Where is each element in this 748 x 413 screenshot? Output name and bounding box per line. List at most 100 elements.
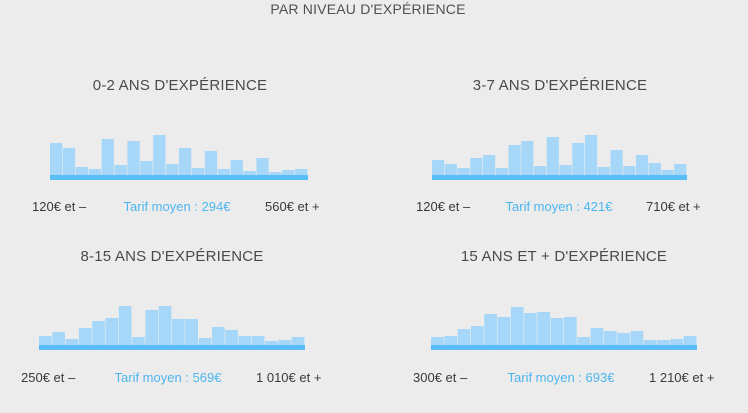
page-title: PAR NIVEAU D'EXPÉRIENCE: [270, 1, 466, 17]
histogram-bar: [282, 170, 295, 175]
histogram-bar: [217, 169, 230, 175]
histogram-bar: [118, 306, 132, 345]
histogram-baseline: [39, 345, 305, 350]
panel-8-15-years-max-label: 1 010€ et +: [256, 370, 322, 385]
histogram-bar: [153, 135, 166, 175]
histogram-bar: [483, 155, 496, 175]
panel-3-7-years-histogram: [432, 135, 687, 180]
histogram-bar: [265, 341, 278, 345]
histogram-bar: [630, 331, 644, 345]
histogram-bar: [577, 337, 590, 345]
histogram-bar: [648, 163, 661, 175]
histogram-bar: [291, 337, 305, 345]
panel-15-plus-years-histogram: [431, 307, 697, 350]
histogram-bar: [50, 143, 63, 175]
histogram-bar: [172, 319, 185, 345]
histogram-bar: [114, 165, 127, 175]
panel-8-15-years-title: 8-15 ANS D'EXPÉRIENCE: [80, 248, 264, 265]
histogram-bar: [495, 168, 508, 175]
histogram-bar: [269, 172, 282, 175]
histogram-bar: [470, 158, 483, 175]
histogram-bar: [52, 332, 65, 345]
histogram-baseline: [431, 345, 697, 350]
panel-0-2-years-title: 0-2 ANS D'EXPÉRIENCE: [92, 77, 268, 94]
histogram-bar: [444, 336, 457, 345]
histogram-bar: [243, 171, 256, 175]
histogram-bar: [597, 167, 610, 175]
histogram-baseline: [432, 175, 687, 180]
histogram-bar: [278, 340, 292, 345]
panel-3-7-years-average-label: Tarif moyen : 421€: [505, 199, 613, 214]
histogram-bar: [166, 164, 179, 175]
histogram-bar: [534, 166, 547, 175]
panel-8-15-years-histogram: [39, 306, 305, 350]
panel-0-2-years-average-label: Tarif moyen : 294€: [123, 199, 231, 214]
panel-8-15-years-average-label: Tarif moyen : 569€: [114, 370, 222, 385]
histogram-bar: [75, 167, 89, 175]
histogram-bar: [590, 328, 604, 345]
histogram-bar: [225, 330, 238, 345]
histogram-bar: [256, 158, 269, 175]
histogram-bar: [140, 161, 153, 175]
histogram-bar: [101, 139, 114, 175]
histogram-bar: [127, 141, 140, 175]
histogram-bar: [65, 339, 79, 345]
histogram-bar: [564, 317, 577, 345]
panel-15-plus-years-title: 15 ANS ET + D'EXPÉRIENCE: [460, 248, 668, 265]
histogram-bar: [470, 326, 484, 345]
histogram-bar: [62, 148, 76, 175]
histogram-bar: [484, 314, 497, 345]
histogram-bar: [179, 148, 192, 175]
panel-0-2-years-histogram: [50, 135, 308, 180]
histogram-bar: [198, 338, 212, 345]
histogram-bar: [185, 319, 198, 345]
histogram-bar: [585, 135, 598, 175]
histogram-bar: [521, 141, 534, 175]
histogram-bar: [238, 336, 252, 345]
histogram-bar: [683, 336, 697, 345]
histogram-bar: [105, 318, 119, 345]
histogram-bar: [572, 143, 585, 175]
panel-15-plus-years-average-label: Tarif moyen : 693€: [507, 370, 615, 385]
histogram-bar: [191, 168, 205, 175]
histogram-bar: [510, 307, 524, 345]
histogram-bar: [457, 168, 470, 175]
panel-0-2-years-max-label: 560€ et +: [265, 199, 320, 214]
panel-8-15-years-min-label: 250€ et –: [21, 370, 76, 385]
histogram-bar: [444, 164, 457, 175]
histogram-bar: [661, 170, 674, 175]
histogram-bar: [39, 336, 52, 345]
histogram-bar: [158, 306, 172, 345]
histogram-bar: [432, 160, 445, 175]
histogram-bar: [623, 166, 636, 175]
histogram-bar: [537, 312, 551, 345]
panel-0-2-years-min-label: 120€ et –: [32, 199, 87, 214]
histogram-baseline: [50, 175, 308, 180]
histogram-bar: [251, 336, 265, 345]
histogram-bar: [636, 155, 649, 175]
histogram-bar: [657, 340, 670, 345]
panel-3-7-years-min-label: 120€ et –: [416, 199, 471, 214]
histogram-bar: [497, 317, 511, 345]
histogram-bar: [550, 318, 564, 345]
histogram-bar: [295, 169, 308, 175]
panel-15-plus-years-max-label: 1 210€ et +: [649, 370, 715, 385]
histogram-bar: [211, 327, 225, 345]
histogram-bar: [132, 337, 145, 345]
histogram-bar: [230, 160, 243, 175]
panel-15-plus-years-min-label: 300€ et –: [413, 370, 468, 385]
histogram-bar: [78, 328, 92, 345]
histogram-bar: [524, 313, 537, 345]
histogram-bar: [546, 137, 559, 175]
panel-3-7-years-max-label: 710€ et +: [646, 199, 701, 214]
histogram-bar: [88, 169, 101, 175]
histogram-bar: [145, 310, 159, 345]
histogram-bar: [431, 337, 444, 345]
histogram-bar: [610, 150, 623, 175]
histogram-bar: [204, 151, 218, 175]
histogram-bar: [92, 321, 105, 345]
histogram-bar: [670, 339, 684, 345]
histogram-bar: [617, 333, 630, 345]
histogram-bar: [643, 340, 657, 345]
